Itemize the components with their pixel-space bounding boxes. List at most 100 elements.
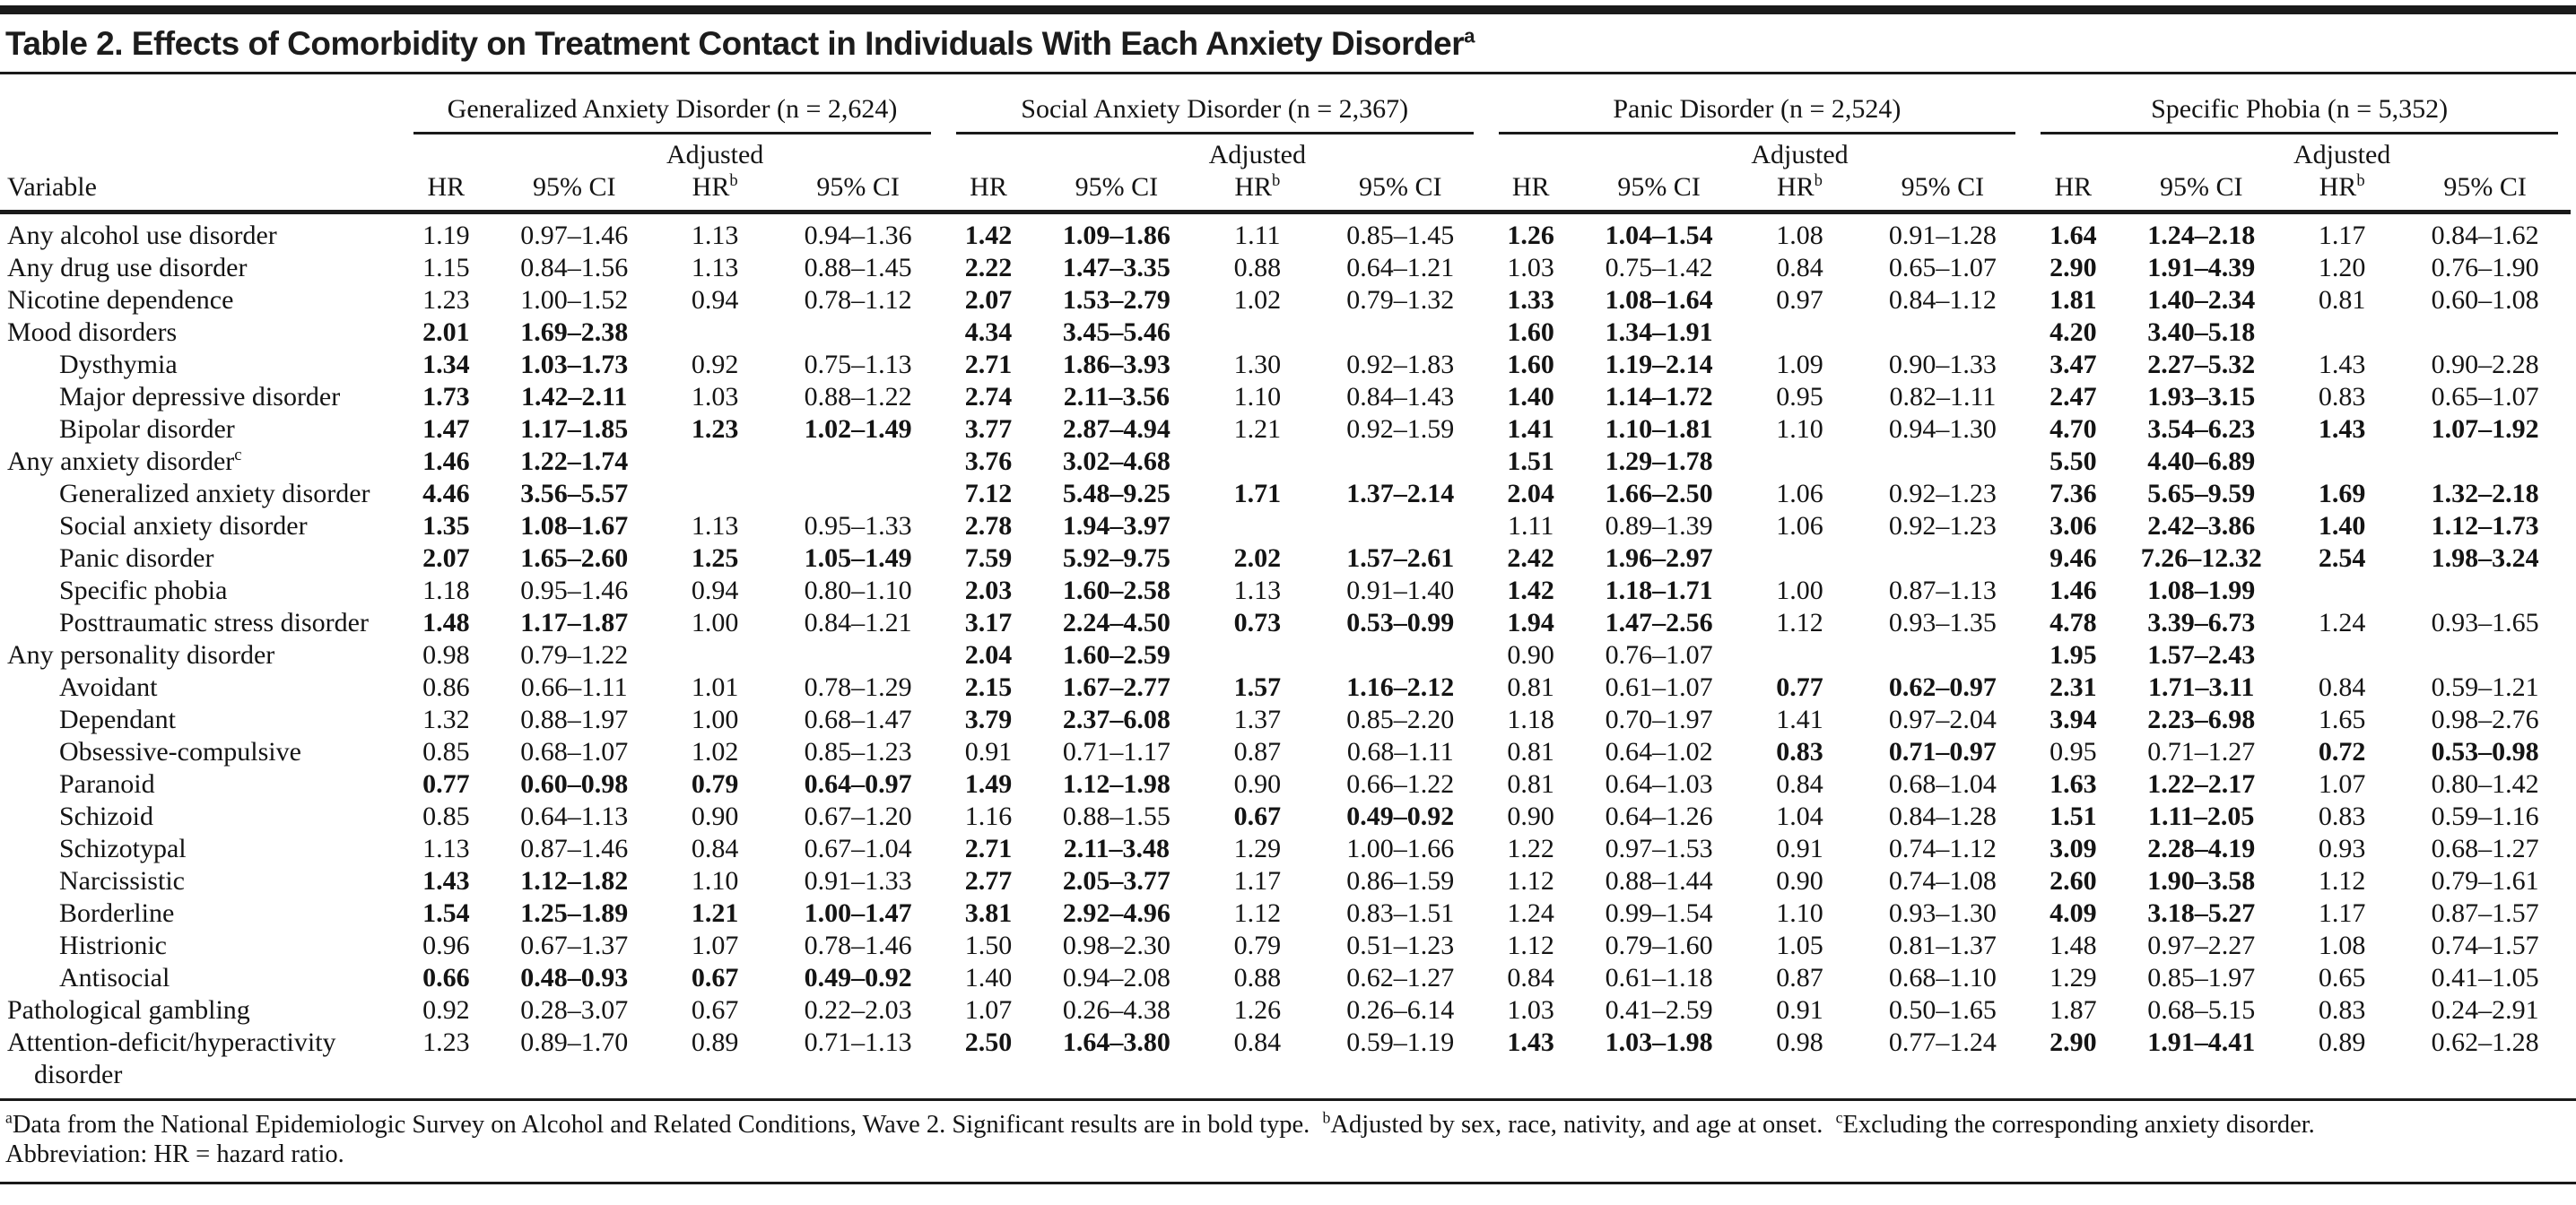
- ci-value-cell: 0.65–1.07: [2431, 382, 2539, 412]
- hr-value-cell: 0.93: [2318, 834, 2366, 863]
- hr-value-cell: 1.69: [2318, 479, 2366, 508]
- hr-value-cell: 1.17: [2318, 221, 2366, 250]
- hr-value-cell: 7.36: [2049, 479, 2097, 508]
- hr-value-cell: 1.43: [2318, 414, 2366, 444]
- row-label: Nicotine dependence: [7, 285, 234, 315]
- hr-value-cell: 1.51: [1507, 446, 1554, 476]
- ci-value-cell: 0.41–1.05: [2431, 963, 2539, 993]
- hr-value-cell: 1.50: [964, 931, 1013, 960]
- hr-value-cell: 1.12: [2318, 866, 2366, 896]
- hr-value-cell: 1.02: [1233, 285, 1282, 315]
- table-row: Narcissistic 1.43 1.12–1.82 1.10 0.91–1.33 2.…: [0, 865, 2571, 897]
- hr-value-cell: 0.97: [1776, 285, 1823, 315]
- hr-value-cell: 1.10: [1233, 382, 1282, 412]
- hr-value-cell: 1.03: [1507, 253, 1554, 282]
- hr-value-cell: 1.07: [691, 931, 739, 960]
- ci-value-cell: 1.29–1.78: [1605, 446, 1713, 476]
- row-label: Mood disorders: [7, 317, 178, 347]
- ci-value-cell: 0.94–1.30: [1888, 414, 1997, 444]
- hr-value-cell: 2.03: [964, 576, 1013, 605]
- hr-value-cell: 0.96: [422, 931, 470, 960]
- hr-value-cell: 0.85: [422, 802, 470, 831]
- ci-value-cell: 0.48–0.93: [520, 963, 629, 993]
- adjusted-label: Adjusted: [1751, 140, 1849, 169]
- hr-value-cell: 1.51: [2049, 802, 2097, 831]
- ci-value-cell: 1.00–1.66: [1346, 834, 1455, 863]
- ci-column-header: 95% CI: [1901, 172, 1985, 202]
- hr-value-cell: 1.01: [691, 672, 739, 702]
- hr-value-cell: 1.13: [422, 834, 470, 863]
- ci-value-cell: [1858, 542, 2029, 575]
- hr-value-cell: 2.47: [2049, 382, 2097, 412]
- hr-column-header: HR: [427, 172, 466, 202]
- hr-value-cell: 0.85: [422, 737, 470, 767]
- hr-value-cell: 2.04: [964, 640, 1013, 670]
- ci-value-cell: 0.91–1.33: [804, 866, 912, 896]
- ci-value-cell: 5.48–9.25: [1062, 479, 1171, 508]
- ci-value-cell: 1.96–2.97: [1605, 543, 1713, 573]
- ci-value-cell: 1.60–2.58: [1062, 576, 1171, 605]
- ci-value-cell: 0.84–1.43: [1346, 382, 1455, 412]
- ci-value-cell: 0.60–1.08: [2431, 285, 2539, 315]
- hr-value-cell: 1.43: [1507, 1027, 1554, 1057]
- ci-value-cell: 0.53–0.98: [2431, 737, 2539, 767]
- hr-value-cell: 1.07: [2318, 769, 2366, 799]
- ci-value-cell: [1315, 446, 1486, 478]
- hr-value-cell: 1.37: [1233, 705, 1282, 734]
- ci-value-cell: 2.11–3.56: [1063, 382, 1171, 412]
- title-rule: [0, 72, 2576, 74]
- hr-value-cell: 1.06: [1776, 511, 1823, 541]
- table-row: Posttraumatic stress disorder 1.48 1.17–1.…: [0, 607, 2571, 639]
- row-label: Specific phobia: [59, 576, 228, 605]
- hr-value-cell: 1.04: [1776, 802, 1823, 831]
- ci-value-cell: 0.79–1.60: [1605, 931, 1713, 960]
- ci-value-cell: 0.66–1.22: [1346, 769, 1455, 799]
- hr-column-header: HR: [1511, 172, 1550, 202]
- ci-value-cell: 1.67–2.77: [1062, 672, 1171, 702]
- ci-value-cell: 0.92–1.59: [1346, 414, 1455, 444]
- hr-value-cell: 0.84: [691, 834, 739, 863]
- ci-value-cell: 0.97–1.46: [520, 221, 629, 250]
- hr-value-cell: 1.94: [1507, 608, 1554, 637]
- ci-value-cell: 0.80–1.42: [2431, 769, 2539, 799]
- ci-value-cell: 0.62–1.28: [2431, 1027, 2539, 1057]
- ci-value-cell: 0.85–2.20: [1346, 705, 1455, 734]
- ci-value-cell: 0.67–1.20: [804, 802, 912, 831]
- hr-value-cell: 0.73: [1233, 608, 1282, 637]
- table-row: Panic disorder 2.07 1.65–2.60 1.25 1.05–1.49…: [0, 542, 2571, 575]
- ci-value-cell: 2.11–3.48: [1063, 834, 1171, 863]
- row-label: Any alcohol use disorder: [7, 221, 277, 250]
- ci-value-cell: 1.65–2.60: [520, 543, 629, 573]
- ci-value-cell: 0.65–1.07: [1888, 253, 1997, 282]
- ci-value-cell: 0.81–1.37: [1888, 931, 1997, 960]
- ci-value-cell: 1.94–3.97: [1062, 511, 1171, 541]
- ci-value-cell: 1.40–2.34: [2147, 285, 2256, 315]
- table-body: Any alcohol use disorder 1.19 0.97–1.46 1.1…: [0, 212, 2571, 1092]
- ci-value-cell: 0.50–1.65: [1888, 995, 1997, 1025]
- hr-value-cell: 2.42: [1507, 543, 1554, 573]
- ci-value-cell: 1.34–1.91: [1605, 317, 1713, 347]
- adj-hr-column-header: HRb: [2319, 171, 2365, 202]
- ci-value-cell: 3.54–6.23: [2147, 414, 2256, 444]
- hr-value-cell: 1.87: [2049, 995, 2097, 1025]
- ci-value-cell: 1.16–2.12: [1346, 672, 1455, 702]
- hr-value-cell: 1.81: [2049, 285, 2097, 315]
- ci-value-cell: 1.12–1.82: [520, 866, 629, 896]
- table-row: Any anxiety disorderc 1.46 1.22–1.74 3.76 3.…: [0, 446, 2571, 478]
- hr-value-cell: 1.43: [2318, 350, 2366, 379]
- hr-value-cell: 0.79: [1233, 931, 1282, 960]
- hr-value-cell: 1.25: [691, 543, 739, 573]
- footnote-marker: c: [1835, 1108, 1843, 1127]
- table-row: Schizotypal 1.13 0.87–1.46 0.84 0.67–1.04 2.7…: [0, 833, 2571, 865]
- table-bottom-rule: [0, 1098, 2576, 1101]
- hr-value-cell: 1.40: [2318, 511, 2366, 541]
- ci-value-cell: 0.99–1.54: [1605, 898, 1713, 928]
- hr-value-cell: 1.29: [1233, 834, 1282, 863]
- hr-value-cell: 1.05: [1776, 931, 1823, 960]
- hr-value-cell: 0.94: [691, 285, 739, 315]
- hr-value-cell: 1.23: [422, 1027, 470, 1057]
- ci-value-cell: 0.71–1.27: [2147, 737, 2256, 767]
- ci-value-cell: 0.77–1.24: [1888, 1027, 1997, 1057]
- hr-value-cell: 1.07: [964, 995, 1013, 1025]
- ci-column-header: 95% CI: [1617, 172, 1701, 202]
